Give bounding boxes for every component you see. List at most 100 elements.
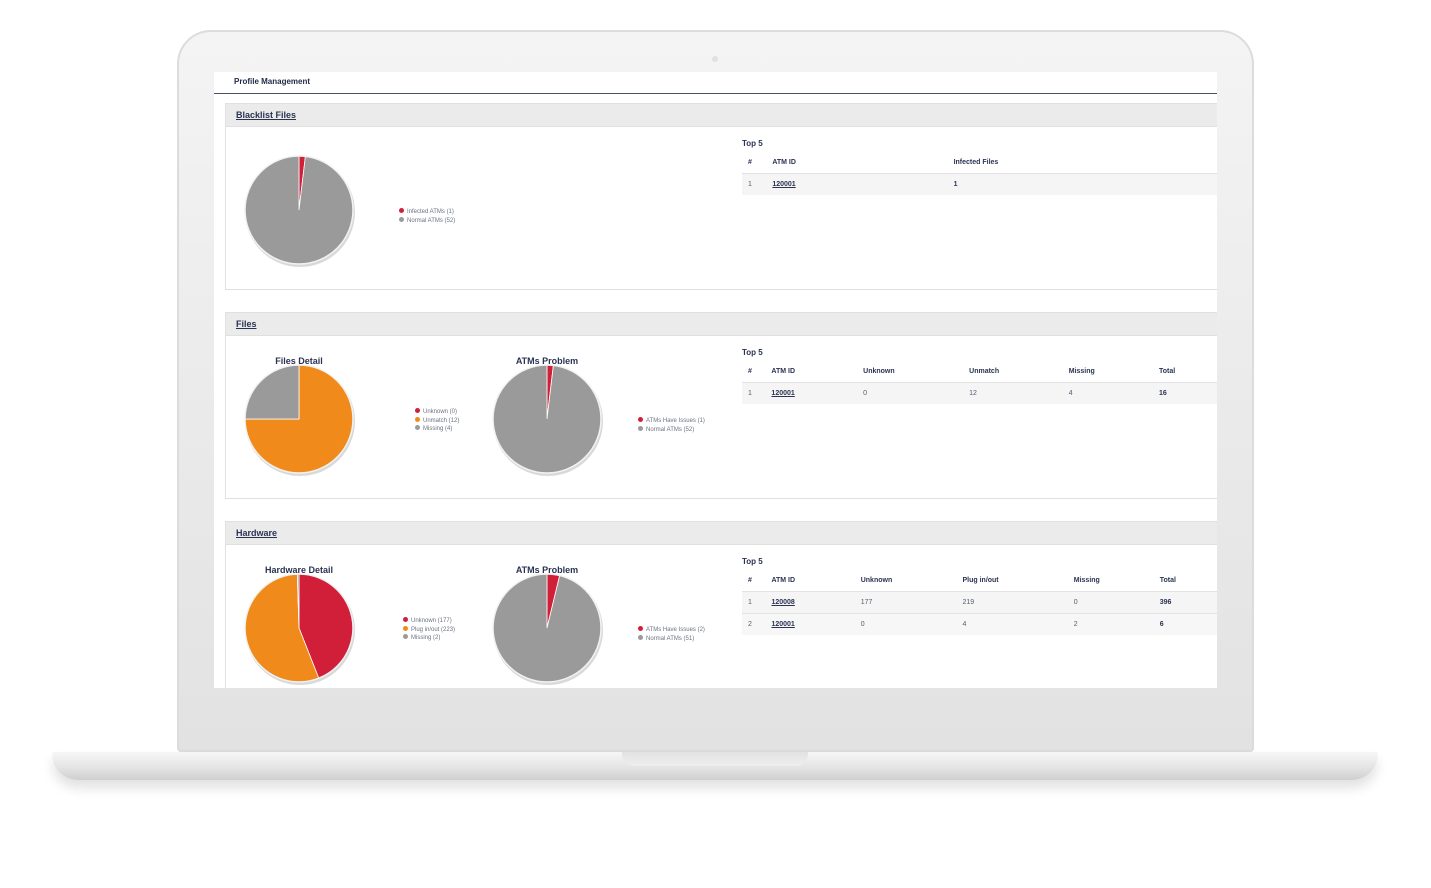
table-cell: 1 <box>742 173 767 195</box>
legend-dot-icon <box>638 626 643 631</box>
legend-dot-icon <box>415 425 420 430</box>
legend-item[interactable]: ATMs Have Issues (2) <box>638 626 705 635</box>
files-detail-pie[interactable] <box>244 364 355 476</box>
hardware-top5-table: # ATM ID Unknown Plug in/out Missing Total 1 12… <box>742 570 1217 635</box>
table-cell: 4 <box>956 613 1068 635</box>
legend-label: Unmatch (12) <box>423 417 460 424</box>
legend-item[interactable]: Missing (2) <box>403 634 455 643</box>
column-header: Total <box>1159 577 1176 584</box>
legend-label: Missing (2) <box>411 635 441 641</box>
atm-id-link[interactable]: 120008 <box>765 591 855 614</box>
pie-svg <box>244 573 355 685</box>
blacklist-panel-title[interactable]: Blacklist Files <box>236 110 297 120</box>
legend-dot-icon <box>638 634 643 640</box>
files-problem-pie[interactable] <box>492 364 603 476</box>
legend-dot-icon <box>399 208 404 213</box>
pie-rim <box>244 364 354 474</box>
pie-rim <box>492 364 602 474</box>
pie-rim <box>492 573 602 683</box>
legend-label: Unknown (0) <box>423 409 458 415</box>
table-cell: 1 <box>947 173 1217 195</box>
legend-item[interactable]: Normal ATMs (52) <box>399 216 456 226</box>
hardware-top5-title: Top 5 <box>742 557 763 566</box>
table-cell: 6 <box>1153 613 1217 635</box>
table-row: 1 120001 1 <box>742 173 1217 195</box>
table-cell: 396 <box>1153 591 1217 614</box>
legend-label: Normal ATMs (52) <box>646 426 695 433</box>
column-header: Missing <box>1068 368 1095 375</box>
pie-svg <box>492 364 603 476</box>
table-cell: 12 <box>963 382 1063 404</box>
column-header: Infected Files <box>953 159 999 166</box>
table-cell: 2 <box>1067 613 1154 635</box>
files-panel-header: Files <box>226 313 1217 336</box>
hardware-problem-title: ATMs Problem <box>515 565 579 575</box>
legend-label: Missing (4) <box>423 426 453 432</box>
table-cell: 1 <box>742 591 766 614</box>
column-header: # <box>748 368 752 375</box>
atm-id-link[interactable]: 120001 <box>766 173 948 195</box>
files-problem-title: ATMs Problem <box>515 356 579 366</box>
pie-svg <box>244 155 355 267</box>
column-header: Missing <box>1073 577 1100 584</box>
legend-dot-icon <box>403 625 408 631</box>
column-header: # <box>748 159 752 166</box>
blacklist-legend: Infected ATMs (1) Normal ATMs (52) <box>399 208 455 225</box>
files-top5-table: # ATM ID Unknown Unmatch Missing Total 1 120001… <box>742 361 1217 404</box>
table-cell: 219 <box>956 591 1068 614</box>
blacklist-top5-title: Top 5 <box>742 139 763 148</box>
legend-dot-icon <box>403 617 408 622</box>
legend-item[interactable]: Missing (4) <box>415 425 459 434</box>
legend-item[interactable]: Unmatch (12) <box>415 416 460 426</box>
hardware-panel-title[interactable]: Hardware <box>236 528 278 538</box>
atm-id-link[interactable]: 120001 <box>765 613 855 635</box>
legend-dot-icon <box>638 425 643 431</box>
hardware-detail-legend: Unknown (177) Plug in/out (223) Missing (2… <box>403 617 455 643</box>
column-header: Total <box>1158 368 1176 375</box>
legend-label: Normal ATMs (51) <box>646 635 695 642</box>
column-header: ATM ID <box>771 577 796 584</box>
legend-item[interactable]: Normal ATMs (52) <box>638 425 705 435</box>
column-header: Unknown <box>863 368 895 375</box>
hardware-detail-title: Hardware Detail <box>264 565 334 575</box>
table-header-row: # ATM ID Infected Files <box>742 152 1217 174</box>
files-detail-title: Files Detail <box>275 356 323 366</box>
legend-item[interactable]: Unknown (0) <box>415 408 459 417</box>
legend-dot-icon <box>415 408 420 413</box>
table-row: 1 120001 0 12 4 16 <box>742 382 1217 404</box>
files-top5-title: Top 5 <box>742 348 763 357</box>
table-row: 2 120001 0 4 2 6 <box>742 613 1217 635</box>
table-cell: 0 <box>1067 591 1154 614</box>
table-header-row: # ATM ID Unknown Plug in/out Missing Total <box>742 570 1217 592</box>
column-header: Plug in/out <box>962 577 999 584</box>
table-cell: 0 <box>854 613 957 635</box>
legend-item[interactable]: Plug in/out (223) <box>403 625 455 635</box>
legend-item[interactable]: Infected ATMs (1) <box>399 208 455 217</box>
legend-item[interactable]: Unknown (177) <box>403 617 455 626</box>
column-header: # <box>748 577 752 584</box>
hardware-problem-legend: ATMs Have Issues (2) Normal ATMs (51) <box>638 626 705 643</box>
legend-item[interactable]: ATMs Have Issues (1) <box>638 417 705 426</box>
page-title: Profile Management <box>234 77 311 86</box>
legend-item[interactable]: Normal ATMs (51) <box>638 634 705 644</box>
table-cell: 1 <box>742 382 766 404</box>
pie-svg <box>244 364 355 476</box>
legend-dot-icon <box>399 216 404 222</box>
hardware-detail-pie[interactable] <box>244 573 355 685</box>
table-cell: 2 <box>742 613 766 635</box>
column-header: Unknown <box>860 577 893 584</box>
files-panel-title[interactable]: Files <box>236 319 257 329</box>
column-header: ATM ID <box>771 368 796 375</box>
legend-label: Normal ATMs (52) <box>407 217 456 224</box>
top-bar: Profile Management <box>214 72 1217 94</box>
legend-dot-icon <box>638 417 643 422</box>
hardware-problem-pie[interactable] <box>492 573 603 685</box>
screen: Profile Management Blacklist Files Infec… <box>214 72 1217 688</box>
table-header-row: # ATM ID Unknown Unmatch Missing Total <box>742 361 1217 383</box>
laptop-notch <box>622 752 808 766</box>
blacklist-pie[interactable] <box>244 155 355 267</box>
atm-id-link[interactable]: 120001 <box>765 382 858 404</box>
table-cell: 16 <box>1152 382 1217 404</box>
legend-dot-icon <box>403 634 408 639</box>
legend-label: ATMs Have Issues (2) <box>646 627 705 633</box>
